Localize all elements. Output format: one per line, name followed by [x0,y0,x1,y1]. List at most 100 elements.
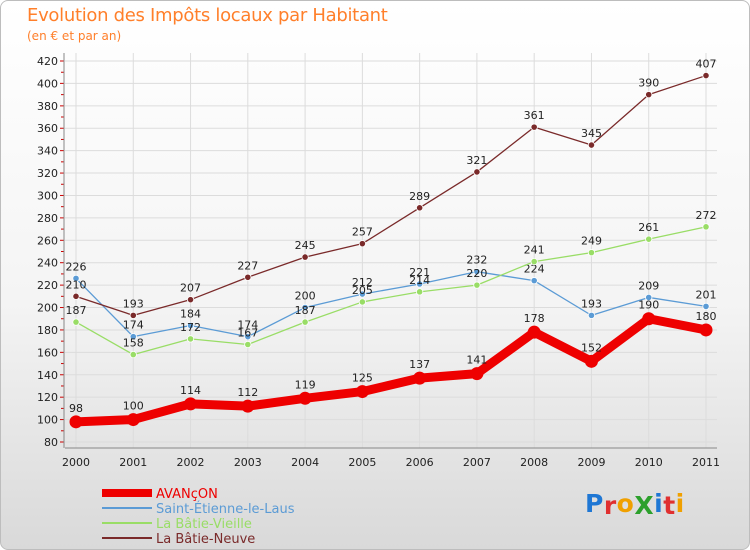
x-tick-label: 2009 [577,456,605,469]
data-point [584,354,598,368]
series-line [71,314,711,427]
data-point [241,399,255,413]
logo-letter: X [634,491,655,520]
chart-title: Evolution des Impôts locaux par Habitant [27,5,388,26]
data-point [186,296,195,304]
data-point [470,367,484,381]
data-label: 125 [352,372,373,385]
data-label: 193 [581,297,602,310]
y-tick-label: 360 [37,122,58,135]
data-label: 207 [180,282,201,295]
data-label: 361 [524,109,545,122]
series-line [75,226,707,356]
legend-label: La Bâtie-Vieille [156,517,252,532]
series-1: 226 174 184 174 200 212 221 232 224 193 209 201 [66,254,717,341]
y-tick-label: 160 [37,346,58,359]
data-point [530,257,538,266]
data-label: 100 [123,400,144,413]
data-point [69,415,83,429]
x-tick-label: 2003 [234,456,262,469]
logo-letter: t [663,491,676,520]
y-tick-label: 80 [44,436,58,449]
data-point [244,333,252,341]
logo-letter: P [585,489,604,518]
data-point [298,391,312,405]
data-point [527,325,541,339]
series-0: 98 100 114 112 119 125 137 141 178 152 190 180 [69,299,717,429]
data-label: 190 [638,299,659,312]
data-label: 241 [524,244,545,257]
data-label: 232 [466,254,487,267]
data-label: 152 [581,341,602,354]
x-tick-label: 2007 [463,456,491,469]
data-label: 201 [696,288,717,301]
x-tick-label: 2006 [406,456,434,469]
data-label: 184 [180,307,201,320]
data-label: 187 [66,304,87,317]
legend-label: AVANçON [156,487,218,502]
x-tick-label: 2001 [119,456,147,469]
data-point [645,293,653,302]
logo-letter: o [616,489,635,518]
legend-label: La Bâtie-Neuve [156,532,255,547]
data-point [244,340,252,349]
data-label: 261 [638,221,659,234]
logo-letter: r [603,491,617,520]
data-point [702,223,710,231]
data-label: 214 [409,274,430,287]
data-point [645,235,653,243]
data-point [358,298,366,306]
data-label: 200 [295,290,316,303]
data-label: 289 [409,190,430,203]
data-point [358,240,366,248]
legend-label: Saint-Étienne-le-Laus [156,501,295,517]
data-point [473,268,481,276]
data-label: 209 [638,279,659,292]
y-tick-label: 180 [37,324,58,337]
y-tick-label: 100 [37,414,58,427]
x-tick-label: 2008 [520,456,548,469]
y-tick-label: 280 [37,212,58,225]
data-label: 321 [466,154,487,167]
y-tick-label: 320 [37,167,58,180]
data-point [530,277,538,285]
data-label: 227 [237,259,258,272]
data-point [301,318,309,326]
y-tick-label: 420 [37,55,58,68]
data-label: 187 [295,304,316,317]
data-point [186,335,195,343]
data-label: 205 [352,284,373,297]
data-point [355,385,369,399]
y-tick-label: 340 [37,145,58,158]
data-label: 210 [66,278,87,291]
proxiti-logo: ProXiti [585,489,685,520]
data-point [301,253,309,261]
data-label: 345 [581,127,602,140]
data-point [530,123,538,131]
data-label: 390 [638,77,659,90]
data-point [642,312,656,326]
series-line [75,271,707,338]
data-point [702,71,710,80]
data-point [587,141,596,149]
y-tick-label: 380 [37,100,58,113]
x-tick-label: 2000 [62,456,90,469]
data-label: 257 [352,226,373,239]
data-label: 221 [409,266,430,279]
x-tick-label: 2004 [291,456,319,469]
data-point [473,281,481,289]
logo-letter: i [675,489,685,518]
data-point [126,413,140,427]
data-point [129,311,137,319]
data-point [358,290,366,298]
data-point [587,249,596,257]
data-label: 137 [409,358,430,371]
data-label: 245 [295,239,316,252]
x-tick-label: 2011 [692,456,720,469]
data-label: 158 [123,337,144,350]
chart-subtitle: (en € et par an) [27,29,122,43]
y-tick-label: 120 [37,391,58,404]
data-point [184,397,198,411]
